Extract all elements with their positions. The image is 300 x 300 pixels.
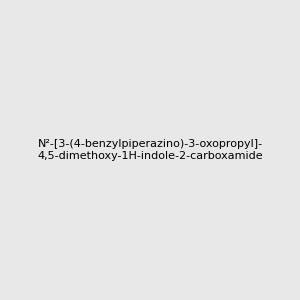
- Text: N²-[3-(4-benzylpiperazino)-3-oxopropyl]-
4,5-dimethoxy-1H-indole-2-carboxamide: N²-[3-(4-benzylpiperazino)-3-oxopropyl]-…: [37, 139, 263, 161]
